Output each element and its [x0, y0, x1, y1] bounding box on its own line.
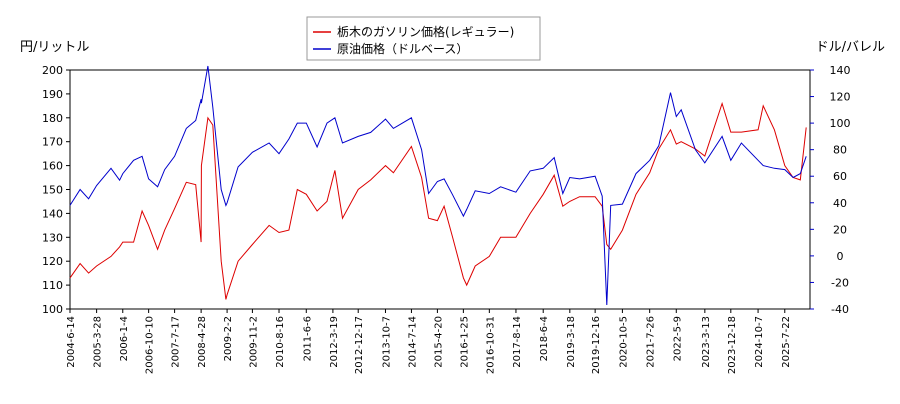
- x-tick-label: 2012-3-19: [329, 316, 340, 368]
- y-tick-label: 140: [42, 207, 63, 220]
- y-tick-label: 120: [42, 255, 63, 268]
- x-tick-label: 2020-10-5: [618, 316, 629, 368]
- x-tick-label: 2024-10-7: [754, 316, 765, 368]
- x-tick-label: 2023-3-13: [701, 316, 712, 368]
- y2-tick-label: 140: [830, 64, 851, 77]
- y-tick-label: 130: [42, 231, 63, 244]
- y2-tick-label: 120: [830, 91, 851, 104]
- x-tick-label: 2009-11-2: [248, 316, 259, 368]
- y2-axis-label: ドル/バレル: [816, 40, 885, 55]
- x-tick-label: 2009-2-2: [223, 316, 234, 361]
- legend-box: [306, 16, 541, 61]
- x-tick-label: 2021-7-26: [646, 316, 657, 368]
- y-tick-label: 190: [42, 88, 63, 101]
- y-tick-label: 100: [42, 303, 63, 316]
- y2-tick-label: 80: [833, 144, 847, 157]
- x-tick-label: 2018-6-4: [539, 316, 550, 361]
- y2-tick-label: 40: [833, 197, 847, 210]
- x-tick-label: 2022-5-9: [672, 316, 683, 361]
- x-tick-label: 2016-10-31: [485, 316, 496, 374]
- x-tick-label: 2016-1-25: [459, 316, 470, 368]
- y2-tick-label: 60: [833, 170, 847, 183]
- x-tick-label: 2017-8-14: [512, 316, 523, 368]
- y2-tick-label: 100: [830, 117, 851, 130]
- x-tick-label: 2011-6-6: [302, 316, 313, 361]
- x-tick-label: 2025-7-22: [781, 316, 792, 368]
- x-tick-label: 2004-6-14: [66, 316, 77, 368]
- y-tick-label: 200: [42, 64, 63, 77]
- y2-tick-label: -40: [831, 303, 849, 316]
- y2-tick-label: 0: [837, 250, 844, 263]
- x-tick-label: 2010-8-16: [275, 316, 286, 368]
- y-tick-label: 160: [42, 160, 63, 173]
- x-tick-label: 2023-12-18: [727, 316, 738, 374]
- x-tick-label: 2007-7-17: [171, 316, 182, 368]
- series-line: [69, 65, 807, 306]
- y-tick-label: 170: [42, 136, 63, 149]
- y-tick-label: 180: [42, 112, 63, 125]
- x-tick-label: 2019-3-18: [566, 316, 577, 368]
- legend-label: 原油価格（ドルベース）: [337, 41, 468, 56]
- x-tick-label: 2013-10-7: [381, 316, 392, 368]
- x-tick-label: 2014-7-14: [407, 316, 418, 368]
- y-tick-label: 110: [42, 279, 63, 292]
- x-tick-label: 2006-10-10: [145, 316, 156, 374]
- y2-tick-label: -20: [831, 276, 849, 289]
- x-tick-label: 2005-3-28: [93, 316, 104, 368]
- x-tick-label: 2015-4-20: [433, 316, 444, 368]
- y-axis-label: 円/リットル: [20, 40, 89, 55]
- legend-label: 栃木のガソリン価格(レギュラー): [337, 24, 514, 39]
- series-line: [69, 101, 807, 300]
- y-tick-label: 150: [42, 184, 63, 197]
- x-tick-label: 2006-1-4: [119, 316, 130, 361]
- x-tick-label: 2012-12-17: [354, 316, 365, 374]
- x-tick-label: 2019-12-16: [591, 316, 602, 374]
- plot-frame: [69, 69, 811, 310]
- y2-tick-label: 20: [833, 223, 847, 236]
- x-tick-label: 2008-4-28: [197, 316, 208, 368]
